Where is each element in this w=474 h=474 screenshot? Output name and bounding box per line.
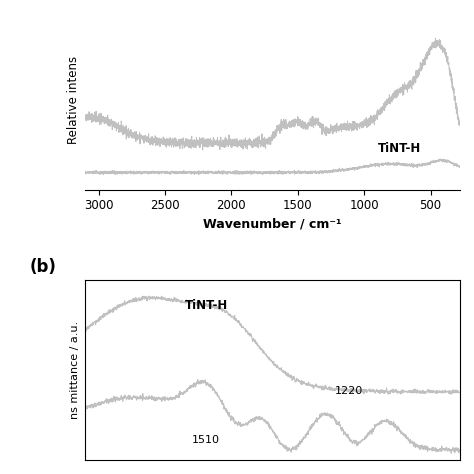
Y-axis label: ns mittance / a.u.: ns mittance / a.u. — [70, 320, 80, 419]
Y-axis label: Relative intens: Relative intens — [67, 55, 80, 144]
Text: 1220: 1220 — [335, 386, 363, 396]
X-axis label: Wavenumber / cm⁻¹: Wavenumber / cm⁻¹ — [203, 218, 342, 231]
Text: (b): (b) — [29, 258, 56, 276]
Text: 1510: 1510 — [192, 436, 220, 446]
Text: TiNT-H: TiNT-H — [377, 142, 421, 155]
Text: TiNT-H: TiNT-H — [185, 299, 228, 312]
